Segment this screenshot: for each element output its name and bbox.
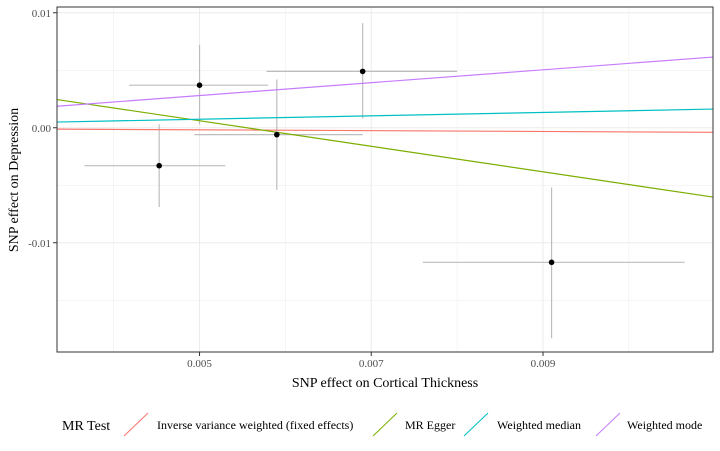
legend-key-weighted-median (463, 412, 489, 437)
x-tick-label: 0.007 (359, 358, 384, 370)
x-axis-title: SNP effect on Cortical Thickness (292, 376, 478, 391)
data-point-4 (359, 68, 366, 75)
plot-panel (57, 7, 713, 352)
legend-label-egger: MR Egger (405, 418, 455, 432)
legend-item-weighted-median: Weighted median (463, 412, 581, 437)
legend-title: MR Test (62, 419, 110, 434)
data-points (156, 68, 555, 266)
legend-item-ivw: Inverse variance weighted (fixed effects… (123, 412, 353, 437)
legend: MR Test Inverse variance weighted (fixed… (62, 412, 702, 437)
x-tick-label: 0.009 (531, 358, 556, 370)
regression-line-2 (56, 98, 714, 198)
legend-label-ivw: Inverse variance weighted (fixed effects… (157, 418, 353, 432)
regression-line-3 (56, 108, 714, 123)
plot-border (56, 6, 714, 353)
legend-label-weighted-median: Weighted median (497, 418, 581, 432)
data-point-3 (274, 131, 280, 138)
legend-key-egger (372, 412, 398, 437)
regression-line-1 (56, 128, 714, 133)
legend-key-ivw (123, 412, 149, 437)
regression-lines (56, 56, 714, 198)
y-axis-title: SNP effect on Depression (7, 108, 22, 252)
legend-item-weighted-mode: Weighted mode (595, 412, 702, 437)
y-tick-label: -0.01 (28, 238, 51, 250)
y-tick-label: 0.00 (32, 123, 52, 135)
regression-line-4 (56, 56, 714, 107)
legend-key-weighted-mode (595, 412, 621, 437)
axis-ticks: 0.005 0.007 0.009 0.01 0.00 -0.01 (28, 8, 556, 370)
legend-label-weighted-mode: Weighted mode (627, 418, 702, 432)
legend-item-egger: MR Egger (372, 412, 455, 437)
data-point-5 (548, 259, 555, 266)
data-point-2 (196, 82, 203, 88)
x-tick-label: 0.005 (187, 358, 212, 370)
data-point-1 (156, 162, 162, 169)
grid-lines (57, 7, 713, 352)
y-tick-label: 0.01 (32, 8, 51, 20)
